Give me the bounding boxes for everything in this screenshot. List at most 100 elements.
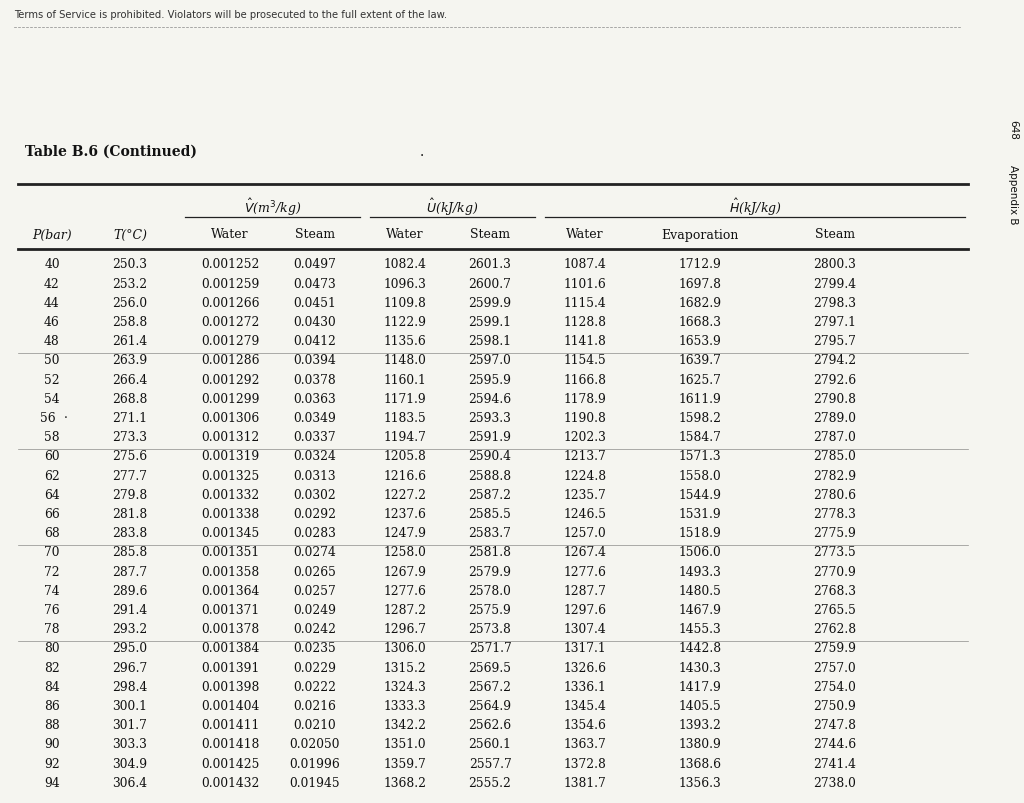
Text: 1171.9: 1171.9 bbox=[384, 393, 426, 406]
Text: 1467.9: 1467.9 bbox=[679, 603, 722, 617]
Text: 1480.5: 1480.5 bbox=[679, 584, 722, 597]
Text: 2564.9: 2564.9 bbox=[468, 699, 512, 712]
Text: 60: 60 bbox=[44, 450, 59, 463]
Text: 2759.9: 2759.9 bbox=[813, 642, 856, 654]
Text: 74: 74 bbox=[44, 584, 59, 597]
Text: .: . bbox=[420, 145, 424, 159]
Text: 0.0235: 0.0235 bbox=[294, 642, 336, 654]
Text: Terms of Service is prohibited. Violators will be prosecuted to the full extent : Terms of Service is prohibited. Violator… bbox=[14, 10, 447, 20]
Text: 0.0473: 0.0473 bbox=[294, 277, 336, 291]
Text: 1336.1: 1336.1 bbox=[563, 680, 606, 693]
Text: 66: 66 bbox=[44, 507, 59, 520]
Text: 2581.8: 2581.8 bbox=[469, 546, 512, 559]
Text: 277.7: 277.7 bbox=[113, 469, 147, 482]
Text: 0.0216: 0.0216 bbox=[294, 699, 337, 712]
Text: 2573.8: 2573.8 bbox=[469, 622, 511, 635]
Text: 2747.8: 2747.8 bbox=[813, 719, 856, 732]
Text: 0.001404: 0.001404 bbox=[201, 699, 259, 712]
Text: 1393.2: 1393.2 bbox=[679, 719, 722, 732]
Text: 1307.4: 1307.4 bbox=[563, 622, 606, 635]
Text: 48: 48 bbox=[44, 335, 59, 348]
Text: 2579.9: 2579.9 bbox=[469, 565, 512, 578]
Text: 0.0497: 0.0497 bbox=[294, 259, 337, 271]
Text: 1324.3: 1324.3 bbox=[384, 680, 426, 693]
Text: 0.001358: 0.001358 bbox=[201, 565, 259, 578]
Text: 1087.4: 1087.4 bbox=[563, 259, 606, 271]
Text: 1267.9: 1267.9 bbox=[384, 565, 427, 578]
Text: 1115.4: 1115.4 bbox=[563, 296, 606, 309]
Text: 1183.5: 1183.5 bbox=[384, 412, 426, 425]
Text: 1333.3: 1333.3 bbox=[384, 699, 426, 712]
Text: 296.7: 296.7 bbox=[113, 661, 147, 674]
Text: 1178.9: 1178.9 bbox=[563, 393, 606, 406]
Text: 1202.3: 1202.3 bbox=[563, 430, 606, 444]
Text: 2757.0: 2757.0 bbox=[814, 661, 856, 674]
Text: 1354.6: 1354.6 bbox=[563, 719, 606, 732]
Text: 2562.6: 2562.6 bbox=[468, 719, 512, 732]
Text: Steam: Steam bbox=[815, 228, 855, 241]
Text: 2754.0: 2754.0 bbox=[813, 680, 856, 693]
Text: 275.6: 275.6 bbox=[113, 450, 147, 463]
Text: 266.4: 266.4 bbox=[113, 373, 147, 386]
Text: 1258.0: 1258.0 bbox=[384, 546, 426, 559]
Text: 1213.7: 1213.7 bbox=[563, 450, 606, 463]
Text: 1368.2: 1368.2 bbox=[384, 776, 427, 789]
Text: 40: 40 bbox=[44, 259, 59, 271]
Text: 256.0: 256.0 bbox=[113, 296, 147, 309]
Text: 0.0394: 0.0394 bbox=[294, 354, 337, 367]
Text: 295.0: 295.0 bbox=[113, 642, 147, 654]
Text: 2590.4: 2590.4 bbox=[469, 450, 512, 463]
Text: 1154.5: 1154.5 bbox=[563, 354, 606, 367]
Text: 1277.6: 1277.6 bbox=[384, 584, 426, 597]
Text: 1216.6: 1216.6 bbox=[384, 469, 427, 482]
Text: 0.0412: 0.0412 bbox=[294, 335, 337, 348]
Text: 1531.9: 1531.9 bbox=[679, 507, 721, 520]
Text: 2594.6: 2594.6 bbox=[468, 393, 512, 406]
Text: 94: 94 bbox=[44, 776, 59, 789]
Text: 0.001364: 0.001364 bbox=[201, 584, 259, 597]
Text: $\hat{U}$(kJ/kg): $\hat{U}$(kJ/kg) bbox=[426, 196, 479, 218]
Text: 1224.8: 1224.8 bbox=[563, 469, 606, 482]
Text: 0.0324: 0.0324 bbox=[294, 450, 337, 463]
Text: 2583.7: 2583.7 bbox=[469, 527, 511, 540]
Text: 1160.1: 1160.1 bbox=[384, 373, 426, 386]
Text: 0.001319: 0.001319 bbox=[201, 450, 259, 463]
Text: Evaporation: Evaporation bbox=[662, 228, 738, 241]
Text: 1148.0: 1148.0 bbox=[384, 354, 426, 367]
Text: Table B.6 (Continued): Table B.6 (Continued) bbox=[25, 145, 197, 159]
Text: 0.001384: 0.001384 bbox=[201, 642, 259, 654]
Text: 0.001299: 0.001299 bbox=[201, 393, 259, 406]
Text: 0.0265: 0.0265 bbox=[294, 565, 337, 578]
Text: 1247.9: 1247.9 bbox=[384, 527, 427, 540]
Text: 1296.7: 1296.7 bbox=[384, 622, 427, 635]
Text: 0.001259: 0.001259 bbox=[201, 277, 259, 291]
Text: 1096.3: 1096.3 bbox=[384, 277, 426, 291]
Text: 1101.6: 1101.6 bbox=[563, 277, 606, 291]
Text: 1235.7: 1235.7 bbox=[563, 488, 606, 501]
Text: 268.8: 268.8 bbox=[113, 393, 147, 406]
Text: 2588.8: 2588.8 bbox=[468, 469, 512, 482]
Text: Steam: Steam bbox=[295, 228, 335, 241]
Text: 88: 88 bbox=[44, 719, 59, 732]
Text: 1356.3: 1356.3 bbox=[679, 776, 721, 789]
Text: P(bar): P(bar) bbox=[32, 228, 72, 241]
Text: 0.001306: 0.001306 bbox=[201, 412, 259, 425]
Text: 58: 58 bbox=[44, 430, 59, 444]
Text: 0.0283: 0.0283 bbox=[294, 527, 337, 540]
Text: 293.2: 293.2 bbox=[113, 622, 147, 635]
Text: 1611.9: 1611.9 bbox=[679, 393, 722, 406]
Text: 304.9: 304.9 bbox=[113, 756, 147, 770]
Text: 0.001378: 0.001378 bbox=[201, 622, 259, 635]
Text: 0.001371: 0.001371 bbox=[201, 603, 259, 617]
Text: 56: 56 bbox=[40, 412, 56, 425]
Text: Steam: Steam bbox=[470, 228, 510, 241]
Text: 1246.5: 1246.5 bbox=[563, 507, 606, 520]
Text: 1342.2: 1342.2 bbox=[384, 719, 427, 732]
Text: 1544.9: 1544.9 bbox=[679, 488, 722, 501]
Text: 2598.1: 2598.1 bbox=[469, 335, 512, 348]
Text: 1584.7: 1584.7 bbox=[679, 430, 722, 444]
Text: 0.0292: 0.0292 bbox=[294, 507, 337, 520]
Text: 2744.6: 2744.6 bbox=[813, 738, 856, 751]
Text: 2768.3: 2768.3 bbox=[813, 584, 856, 597]
Text: 298.4: 298.4 bbox=[113, 680, 147, 693]
